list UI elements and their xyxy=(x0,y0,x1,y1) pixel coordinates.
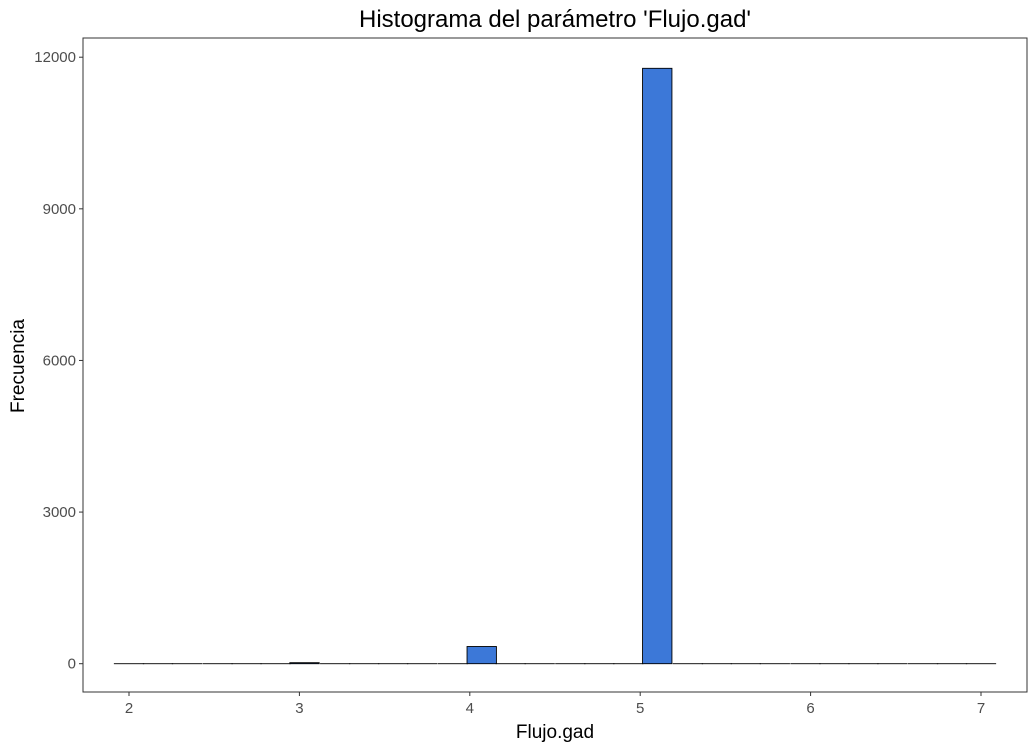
x-tick-label: 3 xyxy=(295,700,303,717)
x-axis-title: Flujo.gad xyxy=(516,722,594,743)
x-tick-label: 5 xyxy=(636,700,644,717)
y-tick-label: 6000 xyxy=(43,352,76,369)
histogram-bar xyxy=(289,662,320,665)
y-tick-label: 0 xyxy=(68,656,76,673)
y-tick-label: 9000 xyxy=(43,201,76,218)
x-tick-label: 6 xyxy=(806,700,814,717)
bars-group xyxy=(113,67,997,665)
histogram-bar xyxy=(642,67,673,665)
y-tick-label: 3000 xyxy=(43,504,76,521)
plot-border xyxy=(82,37,1028,693)
chart-title: Histograma del parámetro 'Flujo.gad' xyxy=(359,6,751,33)
x-tick-label: 4 xyxy=(466,700,474,717)
x-axis: 2 3 4 5 6 7 xyxy=(125,692,985,717)
y-axis: 0 3000 6000 9000 12000 xyxy=(34,49,83,673)
y-tick-label: 12000 xyxy=(34,49,76,66)
x-tick-label: 7 xyxy=(977,700,985,717)
plot-panel xyxy=(82,37,1028,693)
histogram-bar xyxy=(466,646,497,665)
y-axis-title: Frecuencia xyxy=(8,319,29,413)
x-tick-label: 2 xyxy=(125,700,133,717)
